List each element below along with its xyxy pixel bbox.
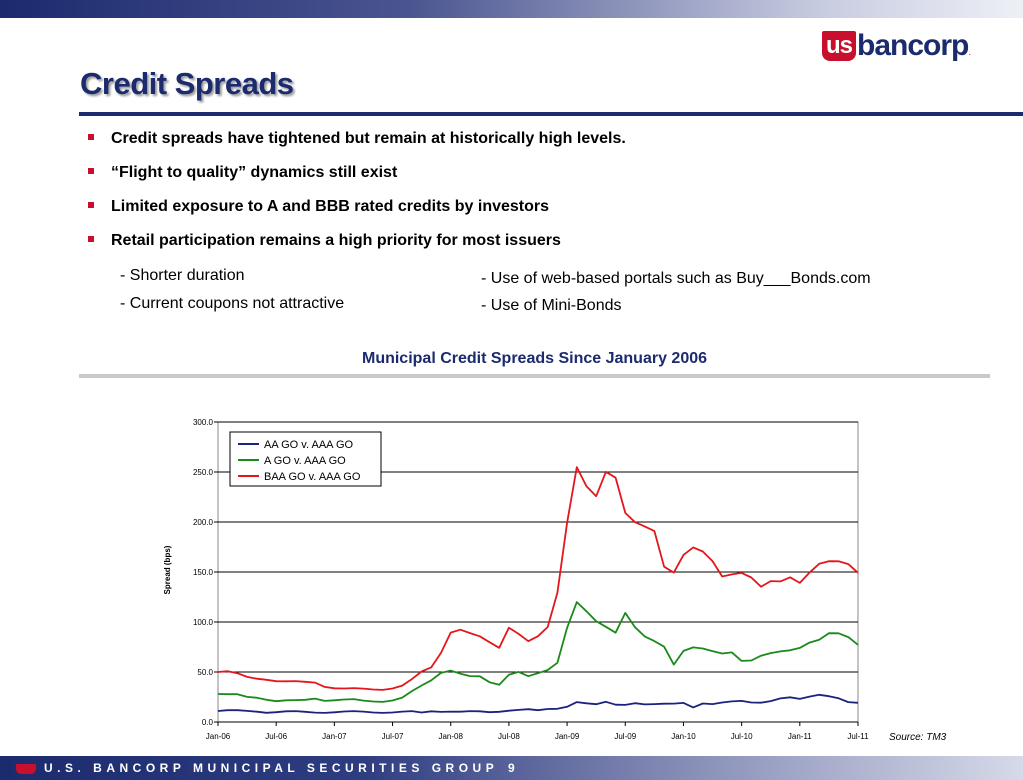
- x-tick-label: Jan-07: [322, 732, 347, 741]
- footer-bar: U.S. BANCORP MUNICIPAL SECURITIES GROUP …: [0, 756, 1023, 780]
- legend-label: A GO v. AAA GO: [264, 455, 346, 467]
- y-tick-label: 100.0: [193, 618, 214, 627]
- page-number: 9: [508, 761, 515, 775]
- bullet-item: Retail participation remains a high prio…: [88, 232, 561, 250]
- chart-gridlines: [214, 421, 859, 726]
- x-tick-label: Jul-09: [614, 732, 636, 741]
- x-tick-label: Jan-09: [555, 732, 580, 741]
- x-tick-label: Jan-10: [671, 732, 696, 741]
- footer-company-name: U.S. BANCORP MUNICIPAL SECURITIES GROUP: [44, 761, 499, 775]
- bullet-text: Credit spreads have tightened but remain…: [111, 130, 626, 147]
- chart-legend: AA GO v. AAA GO A GO v. AAA GO BAA GO v. A…: [229, 431, 382, 487]
- legend-label: BAA GO v. AAA GO: [264, 471, 361, 483]
- x-tick-label: Jan-11: [788, 732, 812, 741]
- bullet-square-icon: [88, 167, 94, 174]
- sub-point: - Shorter duration: [120, 267, 245, 284]
- y-axis-tick-labels: 0.0 50.0 100.0 150.0 200.0 250.0 300.0: [193, 418, 214, 727]
- y-tick-label: 150.0: [193, 568, 214, 577]
- logo-us-shield: us: [822, 31, 857, 61]
- top-accent-bar: [0, 0, 1023, 18]
- bullet-square-icon: [88, 235, 94, 242]
- x-axis-tick-labels: Jan-06 Jul-06 Jan-07 Jul-07 Jan-08 Jul-08 Jan-…: [206, 732, 869, 741]
- sub-point: - Use of web-based portals such as Buy__…: [481, 270, 871, 287]
- x-tick-label: Jan-08: [438, 732, 463, 741]
- x-tick-label: Jul-07: [382, 732, 404, 741]
- x-tick-label: Jul-08: [498, 732, 520, 741]
- series-line-baa-go-v-aaa-go: [217, 466, 859, 691]
- bullet-item: Limited exposure to A and BBB rated cred…: [88, 198, 549, 216]
- bullet-text: Retail participation remains a high prio…: [111, 232, 561, 249]
- source-note: Source: TM3: [889, 732, 947, 743]
- x-tick-label: Jul-06: [265, 732, 287, 741]
- y-axis-label: Spread (bps): [163, 545, 172, 594]
- title-underline: [79, 112, 1023, 116]
- bullet-text: “Flight to quality” dynamics still exist: [111, 164, 398, 181]
- y-tick-label: 200.0: [193, 518, 214, 527]
- bullet-item: Credit spreads have tightened but remain…: [88, 130, 626, 148]
- sub-point: - Current coupons not attractive: [120, 295, 345, 312]
- bullet-square-icon: [88, 133, 94, 140]
- y-tick-label: 50.0: [197, 668, 213, 677]
- chart-series-lines: [217, 466, 859, 714]
- bullet-square-icon: [88, 201, 94, 208]
- y-tick-label: 250.0: [193, 468, 214, 477]
- legend-label: AA GO v. AAA GO: [264, 439, 353, 451]
- logo-registered-mark: .: [968, 47, 972, 58]
- chart-title-rule: [79, 374, 990, 378]
- footer-shield-icon: [16, 764, 36, 774]
- series-line-aa-go-v-aaa-go: [217, 693, 859, 714]
- bullet-item: “Flight to quality” dynamics still exist: [88, 164, 397, 182]
- logo-wordmark: bancorp: [857, 29, 969, 62]
- series-line-a-go-v-aaa-go: [217, 601, 859, 703]
- y-tick-label: 0.0: [202, 718, 214, 727]
- sub-point: - Use of Mini-Bonds: [481, 297, 622, 314]
- chart-title: Municipal Credit Spreads Since January 2…: [361, 350, 708, 367]
- bullet-text: Limited exposure to A and BBB rated cred…: [111, 198, 550, 215]
- x-tick-label: Jul-11: [847, 732, 869, 741]
- x-tick-label: Jan-06: [206, 732, 231, 741]
- slide-title: Credit Spreads: [80, 66, 294, 101]
- us-bancorp-logo: us bancorp .: [822, 28, 971, 64]
- x-tick-label: Jul-10: [731, 732, 753, 741]
- y-tick-label: 300.0: [193, 418, 214, 427]
